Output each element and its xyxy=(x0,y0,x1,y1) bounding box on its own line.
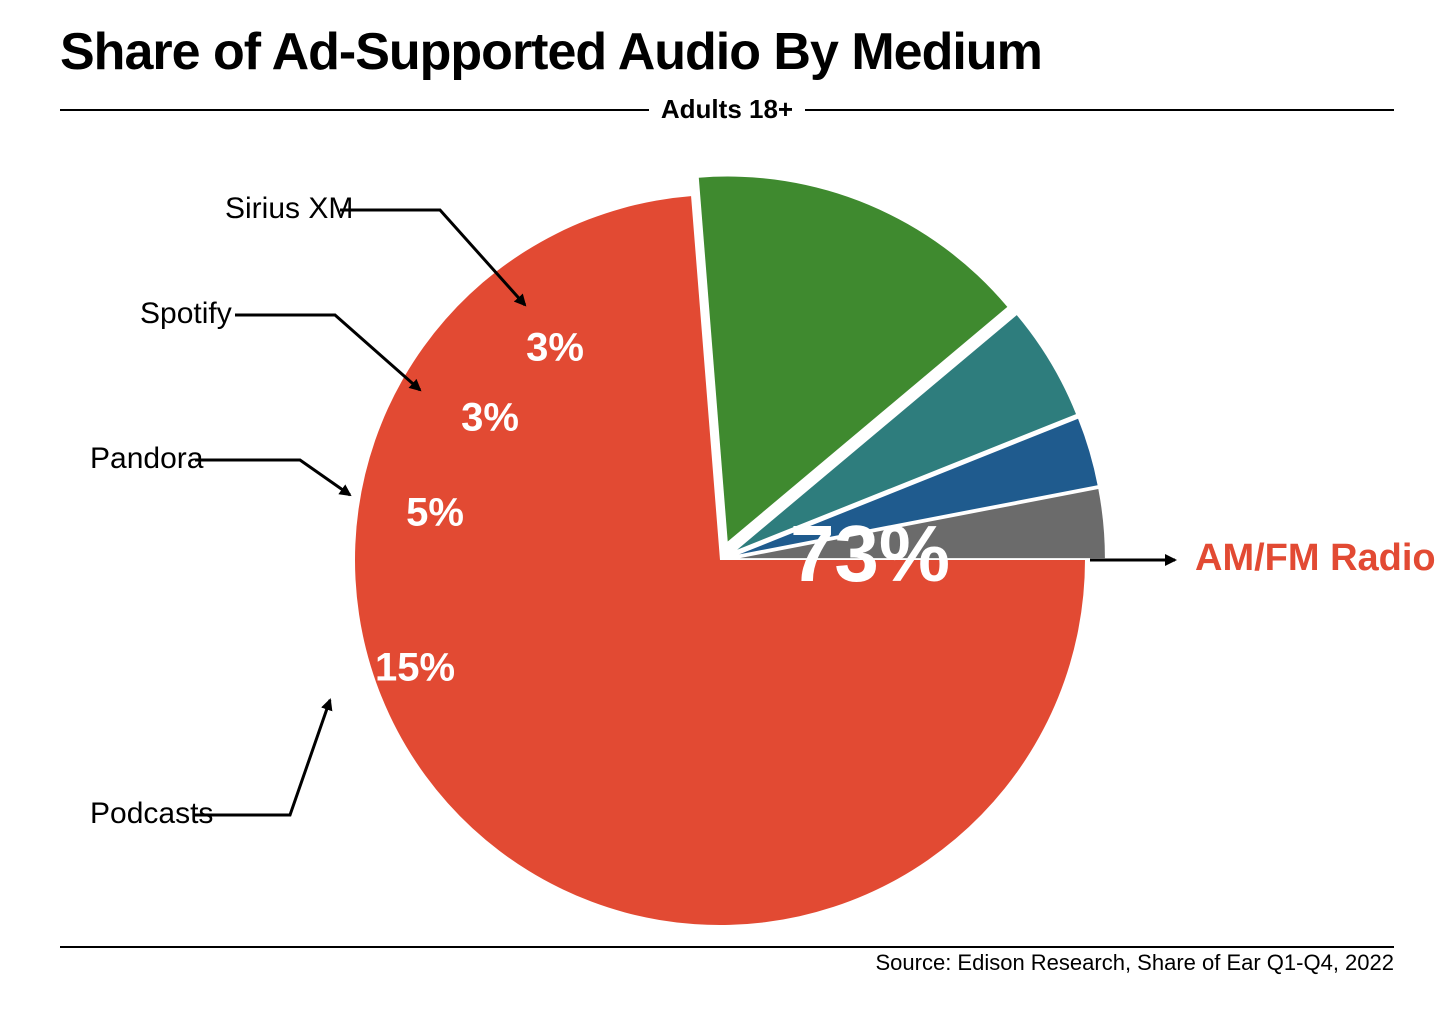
chart-container: Share of Ad-Supported Audio By Medium Ad… xyxy=(0,0,1454,1016)
source-text: Source: Edison Research, Share of Ear Q1… xyxy=(875,950,1394,976)
leader-pandora xyxy=(195,460,350,495)
callout-pandora: Pandora xyxy=(90,442,204,475)
leader-podcasts xyxy=(195,700,330,815)
callout-amfm: AM/FM Radio xyxy=(1195,537,1436,579)
footer: Source: Edison Research, Share of Ear Q1… xyxy=(60,946,1394,948)
percent-label-spotify: 3% xyxy=(461,396,519,440)
callout-podcasts: Podcasts xyxy=(90,797,213,830)
percent-label-pandora: 5% xyxy=(406,491,464,535)
pie-chart: 73%15%5%3%3% AM/FM RadioPodcastsPandoraS… xyxy=(0,0,1454,1016)
percent-label-podcasts: 15% xyxy=(375,646,455,690)
callout-siriusxm: Sirius XM xyxy=(225,192,353,225)
percent-label-amfm: 73% xyxy=(790,509,950,598)
leader-spotify xyxy=(235,315,420,390)
footer-rule xyxy=(60,946,1394,948)
callout-spotify: Spotify xyxy=(140,297,232,330)
percent-label-siriusxm: 3% xyxy=(526,326,584,370)
